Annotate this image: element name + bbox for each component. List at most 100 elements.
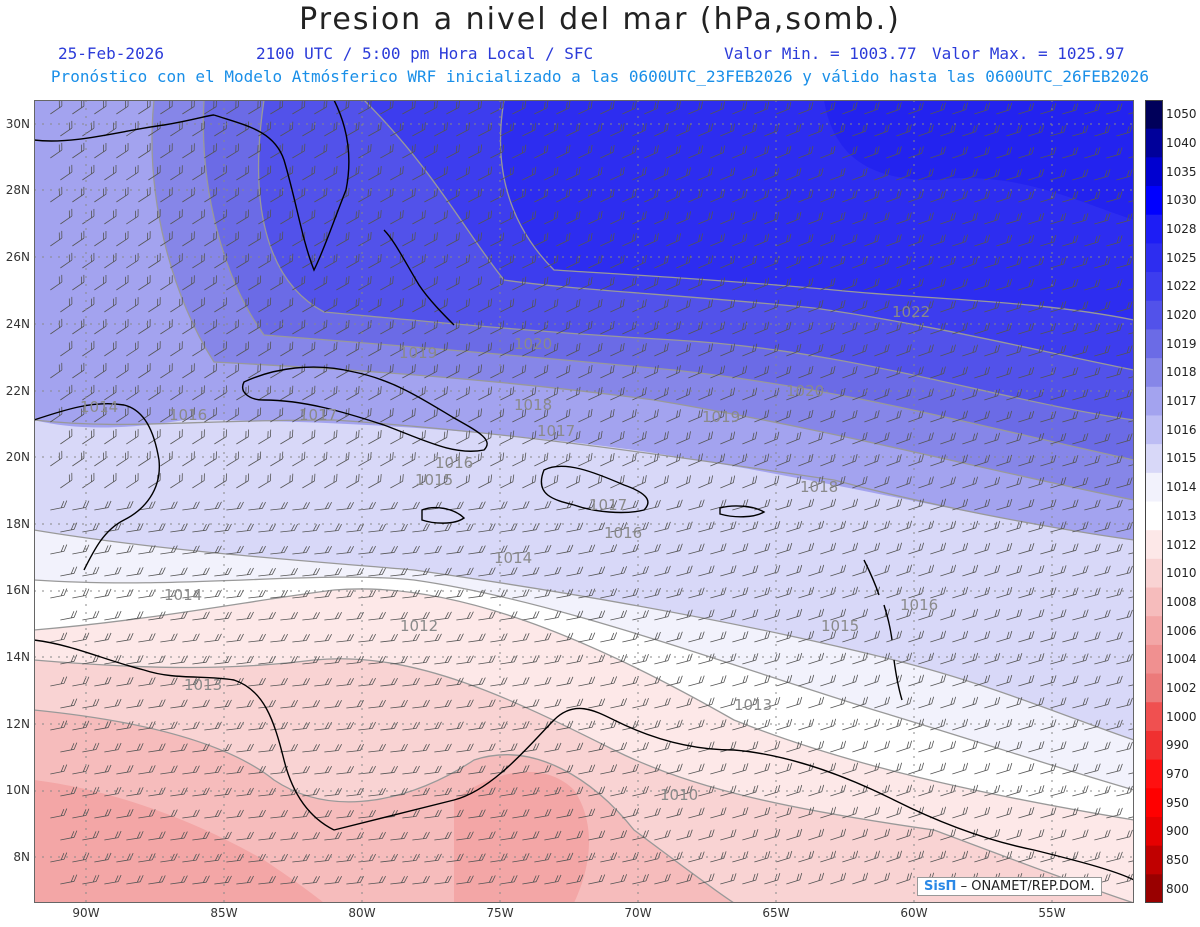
florida-coast [213, 100, 350, 272]
wind-barb [468, 452, 483, 467]
wind-barb [732, 145, 748, 159]
wind-barb [962, 300, 978, 313]
wind-barb [1028, 168, 1045, 181]
wind-barb [522, 566, 540, 577]
wind-barb [258, 209, 272, 225]
wind-barb [962, 696, 979, 709]
wind-barb [1106, 323, 1123, 335]
wind-barb [666, 365, 681, 379]
wind-barb [556, 144, 571, 159]
wind-barb [698, 123, 713, 137]
wind-barb [302, 341, 316, 357]
cuba [242, 366, 488, 452]
wind-barb [1094, 609, 1111, 621]
wind-barb [962, 784, 979, 797]
wind-barb [346, 341, 360, 357]
wind-barb [490, 809, 508, 819]
wind-barb [302, 787, 320, 797]
wind-barb [94, 362, 107, 379]
wind-barb [1116, 213, 1133, 225]
wind-barb [1106, 147, 1123, 159]
wind-barb [94, 720, 112, 731]
wind-barb [886, 190, 902, 203]
wind-barb [786, 299, 802, 313]
wind-barb [104, 209, 117, 225]
wind-barb [676, 123, 691, 137]
wind-barb [1028, 256, 1045, 269]
wind-barb [50, 720, 68, 731]
wind-barb [1128, 191, 1134, 203]
wind-barb [138, 143, 151, 159]
wind-barb [346, 743, 364, 753]
wind-barb [126, 341, 139, 357]
wind-barb [698, 653, 715, 665]
color-bar-label: 1018 [1166, 365, 1197, 380]
wind-barb [798, 453, 814, 467]
wind-barb [588, 430, 603, 445]
wind-barb [896, 300, 912, 313]
wind-barb [1006, 696, 1023, 709]
wind-barb [930, 278, 946, 291]
wind-barb [908, 102, 924, 115]
wind-barb [896, 432, 912, 445]
wind-barb [820, 277, 836, 291]
wind-barb [962, 564, 979, 577]
wind-barb [1050, 609, 1067, 621]
wind-barb [918, 124, 934, 137]
wind-barb [632, 521, 649, 533]
wind-barb [214, 743, 232, 753]
wind-barb [908, 762, 925, 775]
wind-barb [126, 567, 144, 577]
wind-barb [1128, 499, 1134, 511]
wind-barb [380, 188, 394, 203]
wind-barb [578, 852, 596, 863]
wind-barb [984, 520, 1001, 533]
wind-barb [512, 633, 530, 643]
wind-barb [248, 275, 262, 291]
wind-barb [368, 166, 382, 181]
wind-barb [864, 762, 881, 775]
wind-barb [468, 276, 483, 291]
wind-barb [346, 831, 364, 841]
wind-barb [60, 698, 78, 709]
wind-barb [534, 764, 552, 775]
color-bar-label: 1025 [1166, 250, 1197, 265]
isobar-1010 [34, 658, 1134, 903]
wind-barb [236, 297, 250, 313]
wind-barb [632, 343, 647, 357]
wind-barb [368, 567, 386, 577]
wind-barb [610, 123, 625, 137]
wind-barb [1018, 851, 1035, 863]
wind-barb [842, 366, 858, 379]
wind-barb [852, 168, 868, 181]
wind-barb [192, 473, 205, 489]
wind-barb [908, 498, 925, 511]
wind-barb [258, 429, 272, 445]
wind-barb [874, 344, 890, 357]
wind-barb [314, 275, 328, 291]
contour-label: 1020 [786, 382, 824, 400]
wind-barb [974, 718, 991, 731]
isobar-1016 [34, 419, 1134, 541]
wind-barb [798, 321, 814, 335]
wind-barb [116, 500, 134, 511]
wind-barb [644, 499, 661, 511]
wind-barb [996, 102, 1013, 115]
wind-barb [160, 853, 178, 863]
wind-barb [666, 631, 683, 643]
wind-barb [50, 230, 63, 247]
wind-barb [918, 784, 935, 797]
wind-barb [446, 276, 460, 291]
wind-barb [820, 630, 837, 643]
color-bar-label: 1050 [1166, 107, 1197, 122]
wind-barb [896, 564, 913, 577]
wind-barb [544, 386, 559, 401]
wind-barb [116, 319, 129, 335]
wind-barb [138, 677, 156, 687]
wind-barb [588, 786, 606, 797]
wind-barb [786, 387, 802, 401]
wind-barb [1084, 807, 1101, 819]
wind-barb [644, 675, 661, 687]
wind-barb [962, 124, 978, 137]
isobar-1012 [34, 588, 1134, 821]
